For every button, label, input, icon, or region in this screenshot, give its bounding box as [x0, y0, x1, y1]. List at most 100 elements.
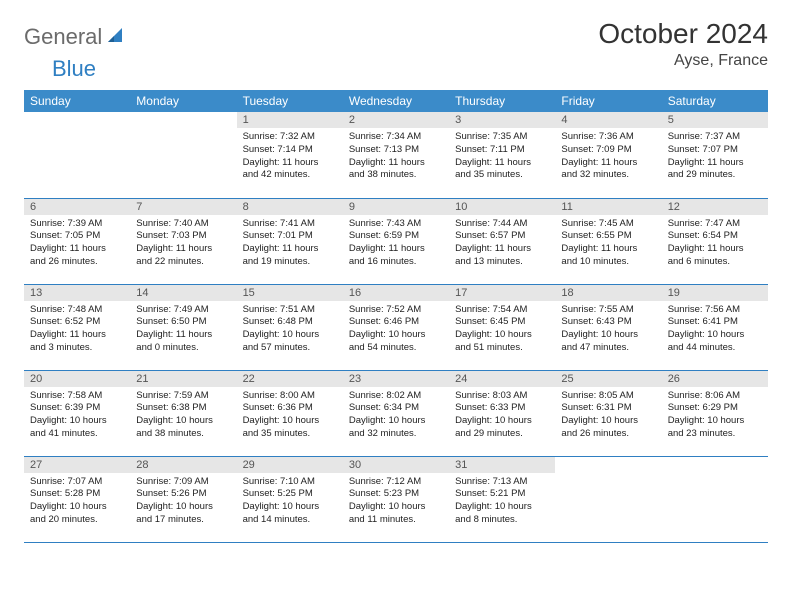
day-details: Sunrise: 7:47 AMSunset: 6:54 PMDaylight:… [662, 215, 768, 273]
day-number: 31 [449, 457, 555, 473]
day-details: Sunrise: 7:39 AMSunset: 7:05 PMDaylight:… [24, 215, 130, 273]
day-number: 11 [555, 199, 661, 215]
day-number: 21 [130, 371, 236, 387]
day-number: 9 [343, 199, 449, 215]
day-details: Sunrise: 7:34 AMSunset: 7:13 PMDaylight:… [343, 128, 449, 186]
day-number: 10 [449, 199, 555, 215]
day-number: 5 [662, 112, 768, 128]
calendar-week-row: 13Sunrise: 7:48 AMSunset: 6:52 PMDayligh… [24, 284, 768, 370]
day-details: Sunrise: 7:07 AMSunset: 5:28 PMDaylight:… [24, 473, 130, 531]
day-number: 19 [662, 285, 768, 301]
calendar-cell: 31Sunrise: 7:13 AMSunset: 5:21 PMDayligh… [449, 456, 555, 542]
weekday-header: Wednesday [343, 90, 449, 112]
calendar-cell: 6Sunrise: 7:39 AMSunset: 7:05 PMDaylight… [24, 198, 130, 284]
day-details: Sunrise: 7:12 AMSunset: 5:23 PMDaylight:… [343, 473, 449, 531]
calendar-week-row: 6Sunrise: 7:39 AMSunset: 7:05 PMDaylight… [24, 198, 768, 284]
calendar-cell: 25Sunrise: 8:05 AMSunset: 6:31 PMDayligh… [555, 370, 661, 456]
day-number: 28 [130, 457, 236, 473]
calendar-cell: 14Sunrise: 7:49 AMSunset: 6:50 PMDayligh… [130, 284, 236, 370]
calendar-cell: 1Sunrise: 7:32 AMSunset: 7:14 PMDaylight… [237, 112, 343, 198]
day-number: 12 [662, 199, 768, 215]
calendar-week-row: 1Sunrise: 7:32 AMSunset: 7:14 PMDaylight… [24, 112, 768, 198]
day-details: Sunrise: 8:03 AMSunset: 6:33 PMDaylight:… [449, 387, 555, 445]
calendar-cell: 29Sunrise: 7:10 AMSunset: 5:25 PMDayligh… [237, 456, 343, 542]
weekday-header: Sunday [24, 90, 130, 112]
calendar-cell: 7Sunrise: 7:40 AMSunset: 7:03 PMDaylight… [130, 198, 236, 284]
day-number: 6 [24, 199, 130, 215]
calendar-cell: 3Sunrise: 7:35 AMSunset: 7:11 PMDaylight… [449, 112, 555, 198]
day-details: Sunrise: 7:32 AMSunset: 7:14 PMDaylight:… [237, 128, 343, 186]
day-details: Sunrise: 7:49 AMSunset: 6:50 PMDaylight:… [130, 301, 236, 359]
day-details: Sunrise: 7:54 AMSunset: 6:45 PMDaylight:… [449, 301, 555, 359]
calendar-cell: 24Sunrise: 8:03 AMSunset: 6:33 PMDayligh… [449, 370, 555, 456]
day-number: 2 [343, 112, 449, 128]
day-details: Sunrise: 7:10 AMSunset: 5:25 PMDaylight:… [237, 473, 343, 531]
day-number: 8 [237, 199, 343, 215]
day-number: 4 [555, 112, 661, 128]
calendar-body: 1Sunrise: 7:32 AMSunset: 7:14 PMDaylight… [24, 112, 768, 542]
calendar-cell: 9Sunrise: 7:43 AMSunset: 6:59 PMDaylight… [343, 198, 449, 284]
calendar-cell: 22Sunrise: 8:00 AMSunset: 6:36 PMDayligh… [237, 370, 343, 456]
title-block: October 2024 Ayse, France [598, 18, 768, 70]
day-details: Sunrise: 8:05 AMSunset: 6:31 PMDaylight:… [555, 387, 661, 445]
calendar-head: SundayMondayTuesdayWednesdayThursdayFrid… [24, 90, 768, 112]
calendar-cell: 28Sunrise: 7:09 AMSunset: 5:26 PMDayligh… [130, 456, 236, 542]
day-number: 22 [237, 371, 343, 387]
calendar-cell: 16Sunrise: 7:52 AMSunset: 6:46 PMDayligh… [343, 284, 449, 370]
day-details: Sunrise: 7:52 AMSunset: 6:46 PMDaylight:… [343, 301, 449, 359]
calendar-cell: 19Sunrise: 7:56 AMSunset: 6:41 PMDayligh… [662, 284, 768, 370]
day-number: 13 [24, 285, 130, 301]
day-number: 29 [237, 457, 343, 473]
day-details: Sunrise: 7:51 AMSunset: 6:48 PMDaylight:… [237, 301, 343, 359]
day-details: Sunrise: 8:02 AMSunset: 6:34 PMDaylight:… [343, 387, 449, 445]
calendar-cell: 17Sunrise: 7:54 AMSunset: 6:45 PMDayligh… [449, 284, 555, 370]
calendar-cell: 13Sunrise: 7:48 AMSunset: 6:52 PMDayligh… [24, 284, 130, 370]
calendar-cell: 20Sunrise: 7:58 AMSunset: 6:39 PMDayligh… [24, 370, 130, 456]
day-details: Sunrise: 7:13 AMSunset: 5:21 PMDaylight:… [449, 473, 555, 531]
calendar-cell: 2Sunrise: 7:34 AMSunset: 7:13 PMDaylight… [343, 112, 449, 198]
logo-sail-icon [106, 24, 126, 50]
calendar-cell [130, 112, 236, 198]
day-details: Sunrise: 7:09 AMSunset: 5:26 PMDaylight:… [130, 473, 236, 531]
day-number: 24 [449, 371, 555, 387]
calendar-week-row: 20Sunrise: 7:58 AMSunset: 6:39 PMDayligh… [24, 370, 768, 456]
calendar-cell: 27Sunrise: 7:07 AMSunset: 5:28 PMDayligh… [24, 456, 130, 542]
calendar-cell: 26Sunrise: 8:06 AMSunset: 6:29 PMDayligh… [662, 370, 768, 456]
calendar-cell: 5Sunrise: 7:37 AMSunset: 7:07 PMDaylight… [662, 112, 768, 198]
day-details: Sunrise: 7:56 AMSunset: 6:41 PMDaylight:… [662, 301, 768, 359]
logo-text-blue: Blue [52, 56, 96, 82]
day-details: Sunrise: 8:00 AMSunset: 6:36 PMDaylight:… [237, 387, 343, 445]
day-details: Sunrise: 7:43 AMSunset: 6:59 PMDaylight:… [343, 215, 449, 273]
weekday-header-row: SundayMondayTuesdayWednesdayThursdayFrid… [24, 90, 768, 112]
calendar-cell: 23Sunrise: 8:02 AMSunset: 6:34 PMDayligh… [343, 370, 449, 456]
day-number: 17 [449, 285, 555, 301]
day-number: 3 [449, 112, 555, 128]
calendar-cell: 15Sunrise: 7:51 AMSunset: 6:48 PMDayligh… [237, 284, 343, 370]
day-details: Sunrise: 8:06 AMSunset: 6:29 PMDaylight:… [662, 387, 768, 445]
day-details: Sunrise: 7:37 AMSunset: 7:07 PMDaylight:… [662, 128, 768, 186]
day-number: 7 [130, 199, 236, 215]
day-number: 14 [130, 285, 236, 301]
calendar-cell: 18Sunrise: 7:55 AMSunset: 6:43 PMDayligh… [555, 284, 661, 370]
day-number: 15 [237, 285, 343, 301]
month-title: October 2024 [598, 18, 768, 50]
calendar-week-row: 27Sunrise: 7:07 AMSunset: 5:28 PMDayligh… [24, 456, 768, 542]
day-number: 27 [24, 457, 130, 473]
day-details: Sunrise: 7:44 AMSunset: 6:57 PMDaylight:… [449, 215, 555, 273]
calendar-table: SundayMondayTuesdayWednesdayThursdayFrid… [24, 90, 768, 543]
day-details: Sunrise: 7:48 AMSunset: 6:52 PMDaylight:… [24, 301, 130, 359]
calendar-cell: 11Sunrise: 7:45 AMSunset: 6:55 PMDayligh… [555, 198, 661, 284]
calendar-cell: 21Sunrise: 7:59 AMSunset: 6:38 PMDayligh… [130, 370, 236, 456]
calendar-cell: 12Sunrise: 7:47 AMSunset: 6:54 PMDayligh… [662, 198, 768, 284]
day-number: 26 [662, 371, 768, 387]
day-number: 20 [24, 371, 130, 387]
weekday-header: Friday [555, 90, 661, 112]
logo-text-general: General [24, 24, 102, 50]
calendar-cell [555, 456, 661, 542]
location: Ayse, France [598, 52, 768, 70]
day-details: Sunrise: 7:58 AMSunset: 6:39 PMDaylight:… [24, 387, 130, 445]
day-details: Sunrise: 7:36 AMSunset: 7:09 PMDaylight:… [555, 128, 661, 186]
day-details: Sunrise: 7:45 AMSunset: 6:55 PMDaylight:… [555, 215, 661, 273]
day-details: Sunrise: 7:59 AMSunset: 6:38 PMDaylight:… [130, 387, 236, 445]
day-details: Sunrise: 7:40 AMSunset: 7:03 PMDaylight:… [130, 215, 236, 273]
